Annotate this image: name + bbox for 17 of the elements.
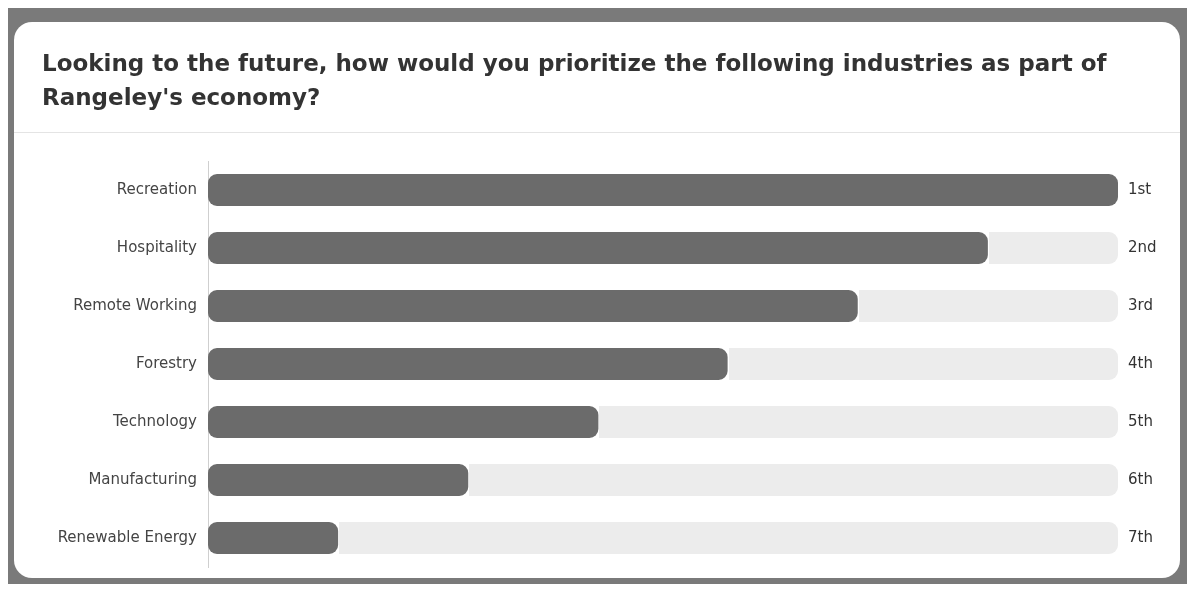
text: 6th [1128, 469, 1153, 488]
y-tick-label: Recreation [116, 179, 197, 198]
y-tick-label: Renewable Energy [57, 527, 198, 546]
text: 5th [1128, 411, 1153, 430]
y-tick-label: Forestry [135, 353, 198, 372]
text: 3rd [1128, 295, 1153, 314]
text: 1st [1128, 179, 1152, 198]
chart-title: Looking to the future, how would you prioritize the following industries as part of Rangeley's economy? [42, 49, 1108, 112]
text: 2nd [1128, 237, 1157, 256]
y-tick-label: Hospitality [116, 237, 198, 256]
y-tick-label: Remote Working [73, 295, 197, 314]
text: 7th [1128, 527, 1153, 546]
bar [208, 522, 339, 554]
text: 4th [1128, 353, 1153, 372]
y-tick-label: Technology [111, 411, 198, 430]
bar [208, 174, 1118, 206]
y-tick-label: Manufacturing [88, 469, 197, 488]
